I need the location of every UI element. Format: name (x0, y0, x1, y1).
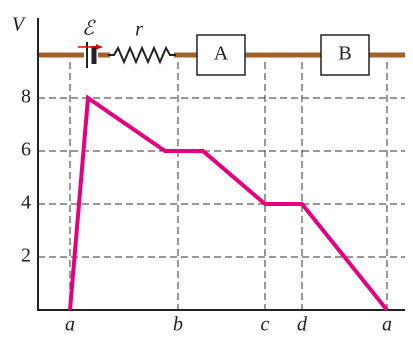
y-tick-label: 2 (21, 245, 31, 267)
x-tick-label: c (261, 314, 270, 336)
resistor-gap (110, 45, 174, 65)
x-tick-label: a (65, 314, 75, 336)
resistor (108, 45, 176, 65)
x-tick-label: a (382, 314, 392, 336)
box-label: B (338, 43, 351, 65)
y-axis-label: V (12, 14, 27, 36)
emf-label: ℰ (82, 18, 96, 40)
emf-arrow-head (96, 44, 102, 50)
box (196, 34, 246, 76)
y-tick-label: 6 (21, 139, 31, 161)
data-line (68, 94, 389, 312)
box-label: A (214, 43, 229, 65)
y-tick-label: 4 (21, 192, 31, 214)
x-tick-label: d (297, 314, 308, 336)
x-tick-label: b (173, 314, 183, 336)
box (320, 34, 370, 76)
y-tick-label: 8 (21, 86, 31, 108)
resistor-label: r (135, 19, 143, 41)
